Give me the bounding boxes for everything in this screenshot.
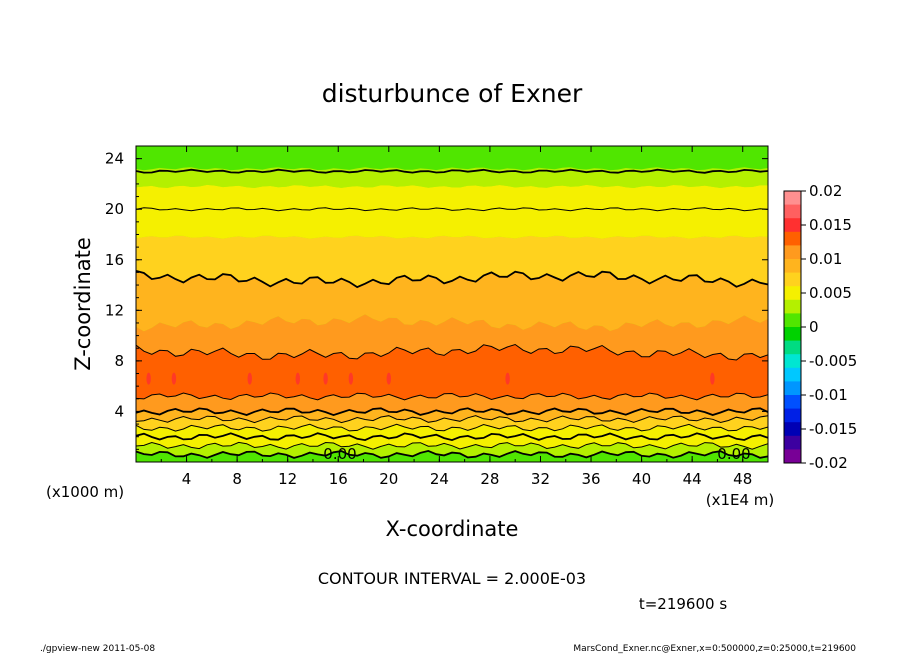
y-axis-units: (x1000 m) [46,483,124,501]
contour-line-4 [135,415,769,424]
x-tick-label-1: 8 [232,470,242,488]
colorbar-swatch-16 [784,408,801,423]
colorbar-swatch-5 [784,259,801,274]
colorbar-swatch-11 [784,340,801,355]
x-tick-label-7: 32 [531,470,550,488]
contour-spot-8 [710,372,715,385]
contour-line-5 [135,407,769,417]
x-tick-label-9: 40 [632,470,651,488]
plot-frame [135,145,769,463]
colorbar-swatch-6 [784,272,801,287]
x-axis-units: (x1E4 m) [706,491,775,509]
x-tick-label-6: 28 [480,470,499,488]
colorbar-tick-label-2: 0.01 [809,250,842,268]
y-axis-label: Z-coordinate [71,237,95,371]
contour-line-2 [135,432,769,442]
y-tick-label-3: 16 [105,251,124,269]
colorbar-swatch-7 [784,286,801,301]
plot-area [135,145,769,463]
x-tick-label-0: 4 [182,470,192,488]
x-tick-label-10: 44 [683,470,702,488]
chart-title: disturbunce of Exner [322,79,583,108]
contour-band-10 [136,235,768,288]
colorbar-tick-label-7: -0.015 [809,420,857,438]
zero-label-right: 0.00 [717,445,750,463]
colorbar-tick-label-3: 0.005 [809,284,852,302]
contour-fill-spots [146,372,715,385]
x-axis-ticks: 4 8 12 16 20 24 28 32 36 40 44 48 [135,146,769,488]
contour-band-7 [136,344,768,400]
colorbar-swatch-14 [784,381,801,396]
x-tick-label-3: 16 [329,470,348,488]
contour-spot-3 [295,372,300,385]
footer-left: ./gpview-new 2011-05-08 [40,644,155,654]
contour-line-1 [135,441,769,450]
contour-band-4 [136,415,768,432]
colorbar-swatch-12 [784,354,801,369]
contour-spot-2 [247,372,252,385]
contour-band-11 [136,207,768,239]
contour-line-7 [135,343,769,361]
time-stamp: t=219600 s [639,595,727,613]
colorbar-swatch-15 [784,395,801,410]
contour-line-6 [135,392,769,401]
y-tick-label-2: 12 [105,301,124,319]
contour-spot-4 [323,372,328,385]
colorbar-tick-label-1: 0.015 [809,216,852,234]
colorbar-swatch-19 [784,449,801,464]
colorbar-swatch-13 [784,367,801,382]
contour-line-10 [135,168,769,174]
contour-line-3 [135,423,769,432]
contour-band-9 [136,270,768,332]
colorbar-tick-label-6: -0.01 [809,386,848,404]
y-tick-label-4: 20 [105,200,124,218]
x-tick-label-4: 20 [379,470,398,488]
y-axis-ticks: 4 8 12 16 20 24 [105,145,768,463]
y-tick-label-1: 8 [114,352,124,370]
x-tick-label-5: 24 [430,470,449,488]
contour-spot-0 [146,372,151,385]
contour-spot-1 [171,372,177,385]
contour-spot-5 [348,372,354,385]
colorbar-swatch-1 [784,204,801,219]
contour-band-14 [136,146,768,171]
x-axis-label: X-coordinate [386,517,519,541]
contour-band-0 [136,450,768,462]
colorbar-swatch-8 [784,299,801,314]
colorbar-tick-label-5: -0.005 [809,352,857,370]
x-tick-label-2: 12 [278,470,297,488]
footer-right: MarsCond_Exner.nc@Exner,x=0:500000,z=0:2… [573,644,856,654]
colorbar-swatch-3 [784,231,801,246]
colorbar-tick-label-0: 0.02 [809,182,842,200]
colorbar-tick-label-4: 0 [809,318,819,336]
contour-band-3 [136,424,768,441]
contour-lines [135,168,769,459]
colorbar-swatch-10 [784,327,801,342]
y-tick-label-0: 4 [114,402,124,420]
y-tick-label-5: 24 [105,150,124,168]
colorbar-swatch-9 [784,313,801,328]
contour-spot-7 [505,372,510,385]
x-tick-label-11: 48 [733,470,752,488]
colorbar-swatch-4 [784,245,801,260]
contour-interval-text: CONTOUR INTERVAL = 2.000E-03 [318,569,586,588]
contour-line-0 [135,449,769,459]
zero-label-left: 0.00 [323,445,356,463]
contour-band-5 [136,408,768,423]
contour-line-9 [135,207,769,212]
contour-band-12 [136,184,768,211]
contour-spot-6 [386,372,391,385]
colorbar-swatch-18 [784,435,801,450]
contour-line-8 [135,270,769,289]
colorbar-swatch-2 [784,218,801,233]
contour-fill [136,146,768,462]
contour-band-8 [136,314,768,360]
colorbar-swatch-17 [784,422,801,437]
colorbar: 0.02 0.015 0.01 0.005 0 -0.005 -0.01 -0.015 -0.0… [783,182,857,472]
x-tick-label-8: 36 [581,470,600,488]
colorbar-tick-label-8: -0.02 [809,454,848,472]
colorbar-swatch-0 [784,191,801,206]
